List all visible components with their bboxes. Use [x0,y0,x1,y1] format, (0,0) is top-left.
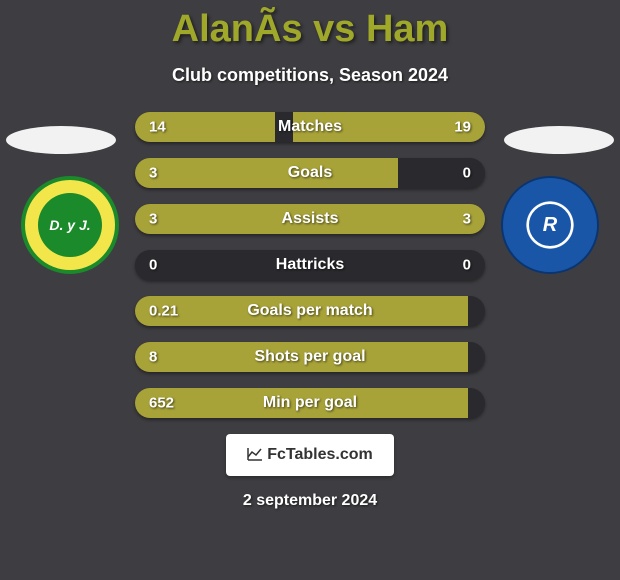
shadow-ellipse-left [6,126,116,154]
stat-label: Shots per goal [254,348,365,366]
stat-row: 3 Goals 0 [135,158,485,188]
stat-label: Min per goal [263,394,357,412]
stat-row: 14 Matches 19 [135,112,485,142]
stat-row: 652 Min per goal [135,388,485,418]
stat-fill-left [135,158,398,188]
shadow-ellipse-right [504,126,614,154]
stat-row: 0.21 Goals per match [135,296,485,326]
stat-label: Goals per match [247,302,372,320]
stat-row: 8 Shots per goal [135,342,485,372]
date-label: 2 september 2024 [0,492,620,510]
stat-value-left: 0.21 [149,303,178,320]
stat-value-left: 8 [149,349,157,366]
stats-list: 14 Matches 19 3 Goals 0 3 Assists 3 0 Hattricks 0 0.… [135,112,485,418]
container: AlanÃs vs Ham Club competitions, Season … [0,0,620,580]
stat-value-right: 0 [463,257,471,274]
stat-label: Goals [288,164,332,182]
stat-label: Assists [282,210,339,228]
stat-value-right: 19 [454,119,471,136]
stat-value-right: 3 [463,211,471,228]
subtitle: Club competitions, Season 2024 [0,65,620,86]
chart-icon [247,447,263,464]
stat-value-left: 652 [149,395,174,412]
page-title: AlanÃs vs Ham [0,0,620,51]
crest-right-text: R [527,202,573,248]
stat-value-left: 3 [149,211,157,228]
crest-left-text: D. y J. [38,193,102,257]
team-crest-left: D. y J. [21,176,119,274]
team-crest-right: R [501,176,599,274]
stat-value-right: 0 [463,165,471,182]
watermark-badge: FcTables.com [226,434,394,476]
stat-value-left: 3 [149,165,157,182]
stat-row: 0 Hattricks 0 [135,250,485,280]
stat-label: Matches [278,118,342,136]
watermark-text: FcTables.com [267,446,373,464]
stat-value-left: 14 [149,119,166,136]
stat-value-left: 0 [149,257,157,274]
stat-row: 3 Assists 3 [135,204,485,234]
stat-label: Hattricks [276,256,344,274]
